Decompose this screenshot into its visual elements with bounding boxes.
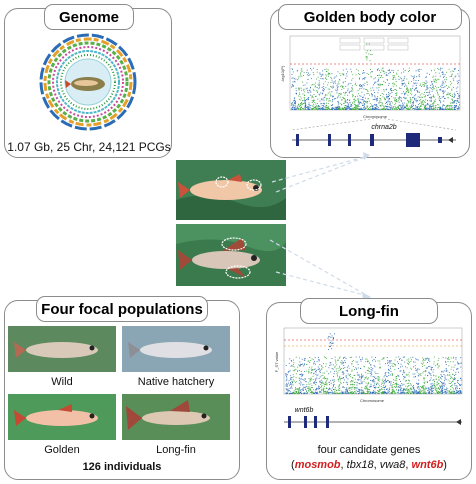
genome-summary: 1.07 Gb, 25 Chr, 24,121 PCGs [7, 140, 171, 154]
longfin-xaxis-label: Chromosome [360, 398, 385, 403]
longfin-fish-photo [176, 224, 286, 286]
genome-title: Genome [44, 4, 134, 30]
population-label-long-fin: Long-fin [156, 444, 196, 456]
candidates-label: four candidate genes [317, 444, 421, 456]
golden-gene-name: chrna2b [371, 124, 396, 131]
gene-tbx18: tbx18 [346, 459, 374, 471]
populations-title: Four focal populations [36, 296, 208, 322]
golden-fish-photo [176, 160, 286, 220]
candidate-genes-list: (mosmob, tbx18, vwa8, wnt6b) [291, 459, 447, 471]
population-count: 126 individuals [82, 461, 162, 473]
golden-manhattan-plot: Chromosome -log10(P) [280, 32, 464, 120]
longfin-yaxis-label: F_ST value [274, 351, 279, 372]
population-label-wild: Wild [51, 376, 73, 388]
golden-xaxis-label: Chromosome [363, 114, 388, 119]
genome-circos-plot [38, 32, 138, 132]
golden-yaxis-label: -log10(P) [280, 65, 285, 82]
golden-body-title: Golden body color [278, 4, 462, 30]
population-photo-native-hatchery [122, 326, 230, 372]
population-photo-golden [8, 394, 116, 440]
population-label-native-hatchery: Native hatchery [137, 376, 215, 388]
population-photo-wild [8, 326, 116, 372]
long-fin-title: Long-fin [300, 298, 438, 324]
population-photo-long-fin [122, 394, 230, 440]
longfin-gene-name: wnt6b [295, 407, 314, 414]
longfin-fst-plot: Chromosome F_ST value [274, 326, 466, 406]
longfin-gene-model: wnt6b [280, 404, 466, 436]
population-label-golden: Golden [44, 444, 80, 456]
gene-wnt6b: wnt6b [411, 459, 444, 471]
gene-mosmob: mosmob [294, 459, 341, 471]
golden-gene-model: chrna2b [288, 117, 460, 156]
gene-vwa8: vwa8 [379, 459, 406, 471]
